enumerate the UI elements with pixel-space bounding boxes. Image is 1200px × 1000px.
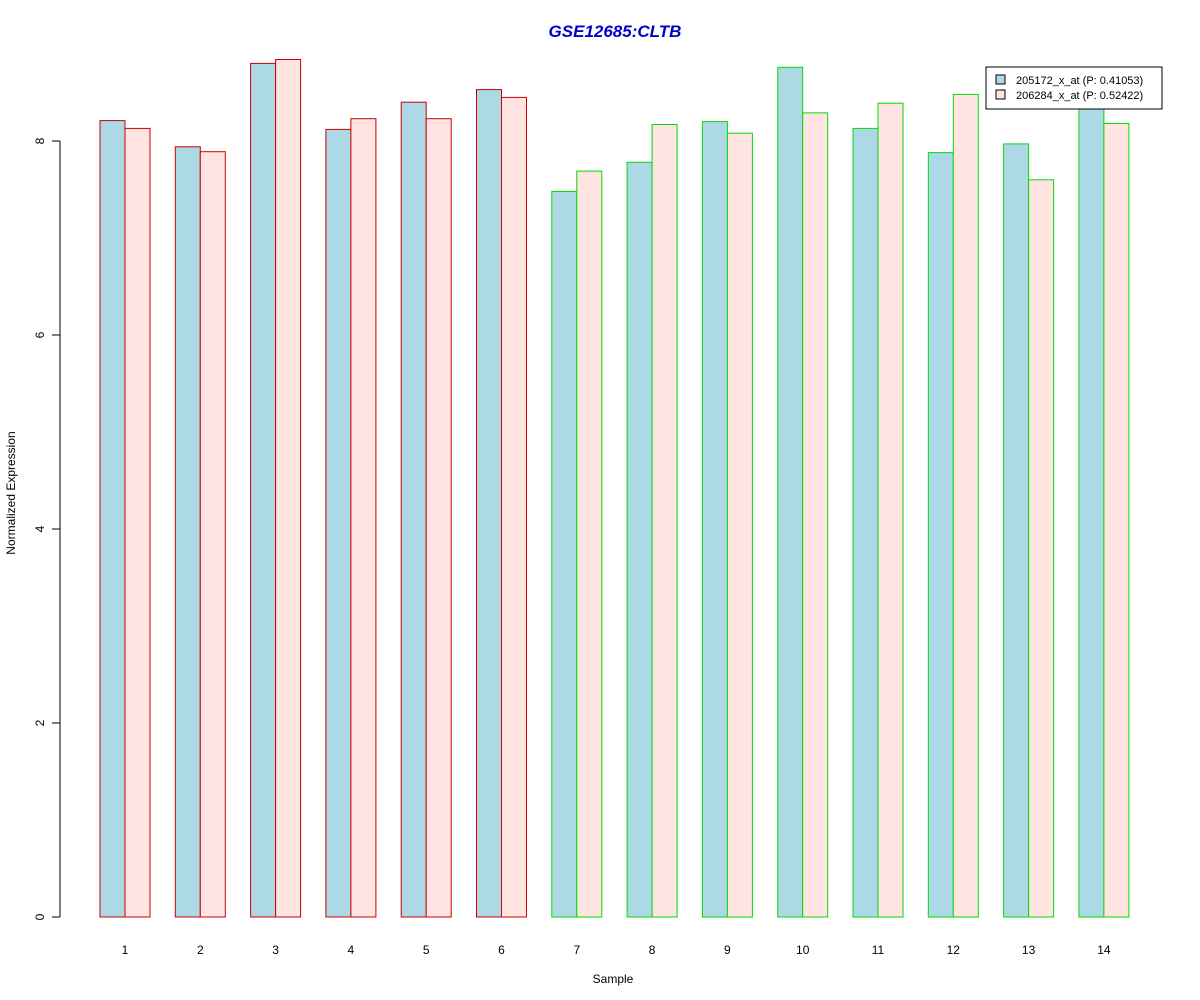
bar-2-series-1 (174, 146, 201, 918)
bar-group (99, 59, 1130, 918)
bar-11-series-2 (877, 102, 904, 918)
bar-9-series-1 (701, 121, 728, 918)
bar-1-series-1 (99, 120, 126, 918)
bar-12-series-1 (927, 152, 954, 918)
legend-label-2: 206284_x_at (P: 0.52422) (1016, 90, 1143, 102)
bar-9-series-2 (726, 132, 753, 918)
x-tick-label: 2 (197, 943, 204, 957)
bar-11-series-1 (852, 127, 879, 918)
x-tick-label: 4 (348, 943, 355, 957)
bar-5-series-2 (425, 118, 452, 918)
x-tick-label: 13 (1022, 943, 1036, 957)
y-tick-label: 2 (33, 719, 47, 726)
x-axis-tick-labels: 1 2 3 4 5 6 7 8 9 10 11 12 13 14 (122, 943, 1111, 957)
bar-3-series-1 (250, 62, 277, 918)
bar-14-series-2 (1103, 123, 1130, 918)
x-axis-label: Sample (593, 972, 634, 986)
bar-1-series-2 (124, 127, 151, 918)
bar-2-series-2 (199, 151, 226, 918)
y-axis: 0 2 4 6 8 (33, 137, 61, 920)
bar-8-series-2 (651, 124, 678, 918)
chart-title: GSE12685:CLTB (549, 22, 682, 41)
bar-6-series-2 (501, 96, 527, 918)
bar-8-series-1 (626, 161, 653, 918)
x-tick-label: 11 (872, 943, 885, 957)
x-tick-label: 9 (724, 943, 731, 957)
bar-5-series-1 (400, 101, 427, 918)
x-tick-label: 8 (649, 943, 656, 957)
y-tick-label: 8 (33, 137, 47, 144)
x-tick-label: 7 (573, 943, 580, 957)
bar-13-series-2 (1028, 179, 1055, 918)
x-tick-label: 5 (423, 943, 430, 957)
bar-4-series-1 (325, 128, 352, 918)
bar-6-series-1 (476, 89, 502, 918)
x-tick-label: 10 (796, 943, 810, 957)
x-tick-label: 14 (1097, 943, 1111, 957)
bar-12-series-2 (952, 93, 979, 918)
bar-4-series-2 (350, 118, 377, 918)
legend-swatch-2 (995, 89, 1006, 100)
legend-swatch-1 (995, 74, 1006, 85)
bar-3-series-2 (275, 59, 302, 918)
x-tick-label: 6 (498, 943, 505, 957)
bar-10-series-2 (802, 112, 829, 918)
bar-10-series-1 (777, 66, 804, 918)
y-axis-label: Normalized Expression (4, 431, 18, 554)
bar-7-series-2 (576, 170, 603, 918)
bar-14-series-1 (1078, 108, 1105, 918)
y-tick-label: 4 (33, 525, 47, 532)
x-tick-label: 3 (272, 943, 279, 957)
x-tick-label: 1 (122, 943, 129, 957)
legend: 205172_x_at (P: 0.41053) 206284_x_at (P: … (985, 66, 1163, 110)
y-tick-label: 6 (33, 331, 47, 338)
legend-box (985, 66, 1163, 110)
bar-7-series-1 (551, 190, 578, 918)
bar-13-series-1 (1003, 143, 1030, 918)
x-tick-label: 12 (947, 943, 961, 957)
y-tick-label: 0 (33, 913, 47, 920)
legend-label-1: 205172_x_at (P: 0.41053) (1016, 75, 1143, 87)
